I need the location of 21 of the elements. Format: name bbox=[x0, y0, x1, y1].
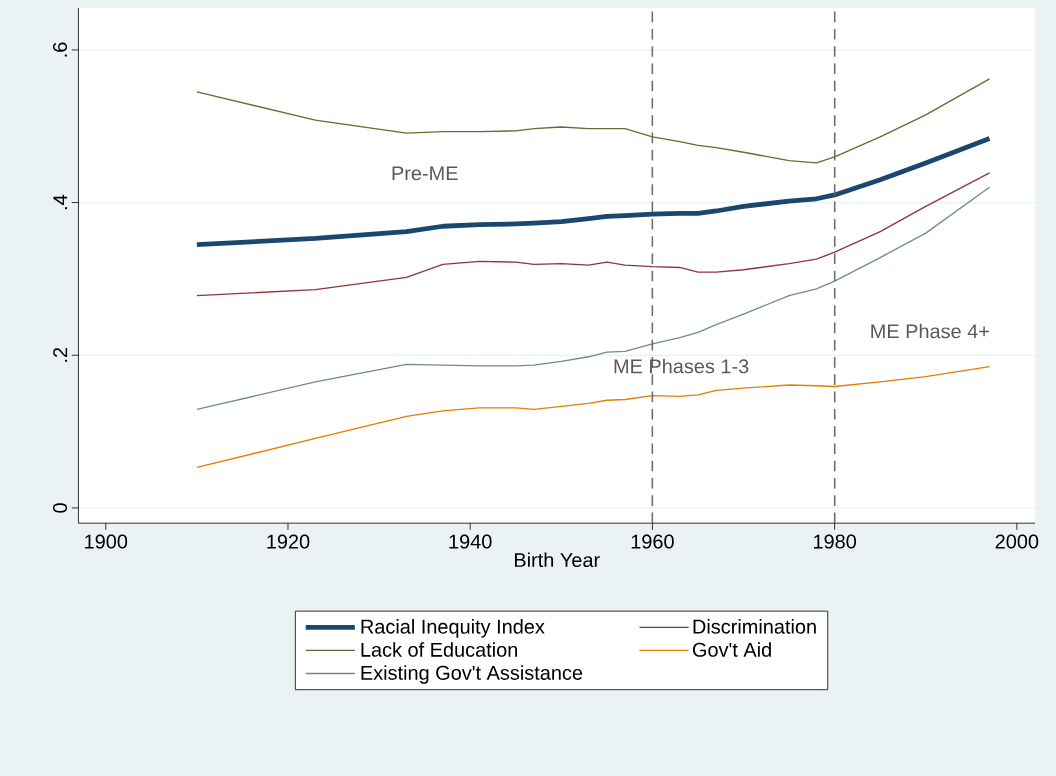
legend-label: Lack of Education bbox=[361, 642, 518, 657]
y-tick-label: 0 bbox=[52, 503, 68, 513]
x-tick-label: 1960 bbox=[631, 534, 674, 549]
y-tick-label: .2 bbox=[53, 347, 68, 362]
x-tick-label: 2000 bbox=[995, 534, 1039, 549]
line-series bbox=[196, 186, 991, 410]
x-tick-label: 1980 bbox=[813, 534, 857, 549]
legend-label: Gov't Aid bbox=[692, 642, 771, 657]
legend-label: Existing Gov't Assistance bbox=[361, 665, 583, 684]
x-tick-label: 1920 bbox=[267, 534, 310, 549]
x-tick-label: 1940 bbox=[449, 534, 492, 549]
x-tick-label: 1900 bbox=[85, 534, 128, 549]
legend-label: Discrimination bbox=[693, 618, 816, 634]
y-tick-label: .6 bbox=[52, 42, 68, 57]
x-axis-title: Birth Year bbox=[514, 552, 600, 567]
line-series bbox=[194, 135, 992, 247]
legend-label: Racial Inequity Index bbox=[361, 618, 545, 638]
y-tick-label: .4 bbox=[53, 194, 68, 209]
annotation: Pre-ME bbox=[392, 166, 458, 181]
annotation: ME Phase 4+ bbox=[871, 323, 989, 339]
annotation: ME Phases 1-3 bbox=[614, 358, 749, 374]
